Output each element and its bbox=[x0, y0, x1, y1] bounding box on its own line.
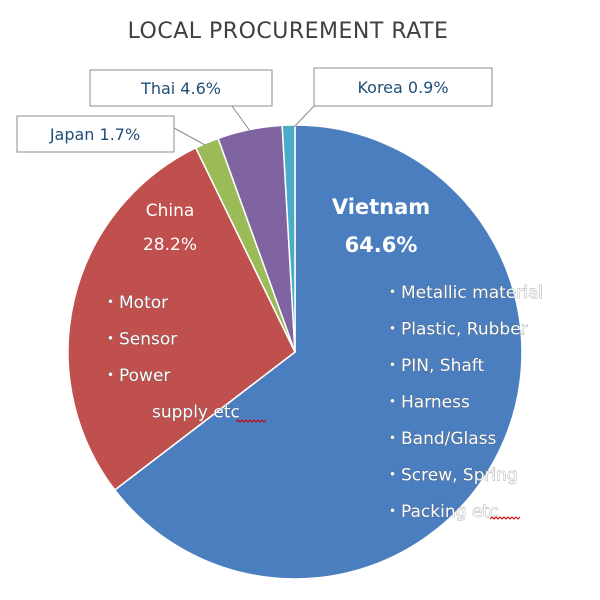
leader-japan bbox=[173, 127, 206, 146]
vietnam-item: ・Packing etc bbox=[384, 502, 498, 522]
china-item: ・Motor bbox=[102, 293, 168, 313]
slice-name-china: China bbox=[146, 201, 195, 221]
slice-name-vietnam: Vietnam bbox=[332, 195, 430, 219]
spellcheck-underline bbox=[235, 419, 267, 423]
vietnam-item: ・Band/Glass bbox=[384, 429, 497, 449]
china-item: ・Power bbox=[102, 366, 170, 386]
slice-value-china: 28.2% bbox=[143, 235, 197, 255]
callout-thai: Thai 4.6% bbox=[89, 69, 273, 107]
chart-title: LOCAL PROCUREMENT RATE bbox=[128, 19, 449, 44]
slice-value-vietnam: 64.6% bbox=[345, 233, 418, 257]
vietnam-item: ・Harness bbox=[384, 393, 470, 413]
slice-label-thai: Thai 4.6% bbox=[140, 79, 221, 98]
pie-slice-china bbox=[67, 146, 296, 492]
vietnam-item: ・Metallic material bbox=[384, 283, 543, 303]
pie-slice-korea bbox=[281, 124, 296, 353]
pie-slices bbox=[67, 124, 523, 580]
china-item: ・Sensor bbox=[102, 330, 177, 350]
china-item-list: ・Motor ・Sensor ・Power supply etc bbox=[102, 293, 240, 423]
leader-korea bbox=[292, 105, 315, 129]
spellcheck-underline bbox=[489, 516, 521, 520]
pie-slice-vietnam bbox=[113, 124, 523, 580]
vietnam-item-list: ・Metallic material ・Plastic, Rubber ・PIN, … bbox=[384, 283, 544, 523]
slice-label-japan: Japan 1.7% bbox=[49, 125, 140, 144]
leader-thai bbox=[231, 105, 251, 132]
china-item: supply etc bbox=[152, 403, 240, 423]
callout-japan: Japan 1.7% bbox=[16, 115, 175, 153]
vietnam-item: ・Screw, Spring bbox=[384, 466, 518, 486]
callout-korea: Korea 0.9% bbox=[313, 67, 493, 107]
leader-lines bbox=[173, 105, 315, 146]
vietnam-item: ・Plastic, Rubber bbox=[384, 320, 528, 340]
vietnam-item: ・PIN, Shaft bbox=[384, 356, 484, 376]
slice-label-korea: Korea 0.9% bbox=[357, 78, 448, 97]
